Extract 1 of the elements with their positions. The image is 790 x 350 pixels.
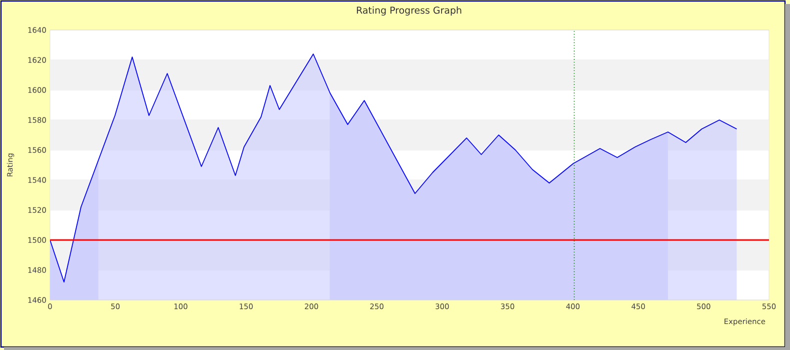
chart-title: Rating Progress Graph (356, 6, 462, 16)
